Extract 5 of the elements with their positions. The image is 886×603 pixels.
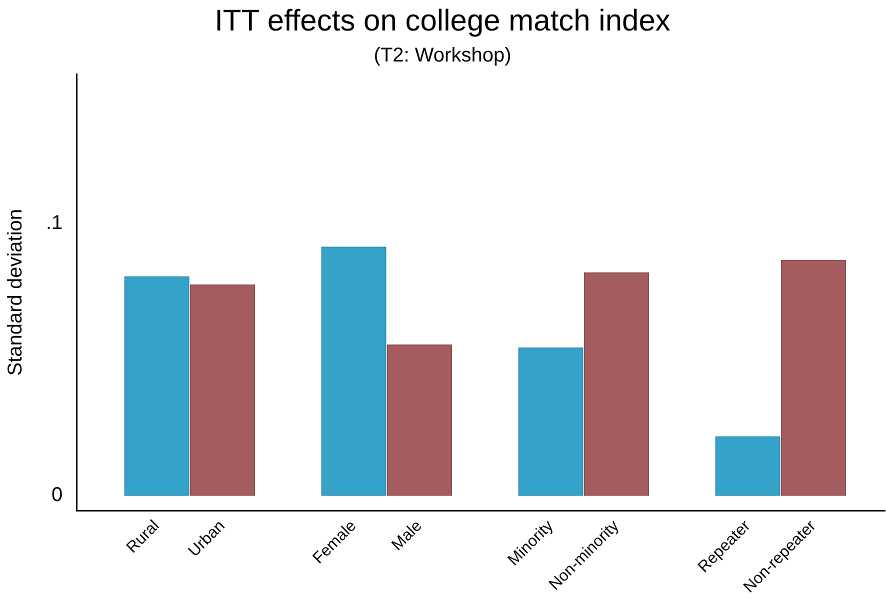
y-tick-label: 0 (52, 484, 63, 506)
chart-title: ITT effects on college match index (214, 4, 670, 38)
y-tick-label: .1 (46, 212, 63, 234)
y-axis-title: Standard deviation (4, 208, 27, 376)
chart-subtitle: (T2: Workshop) (374, 44, 512, 67)
